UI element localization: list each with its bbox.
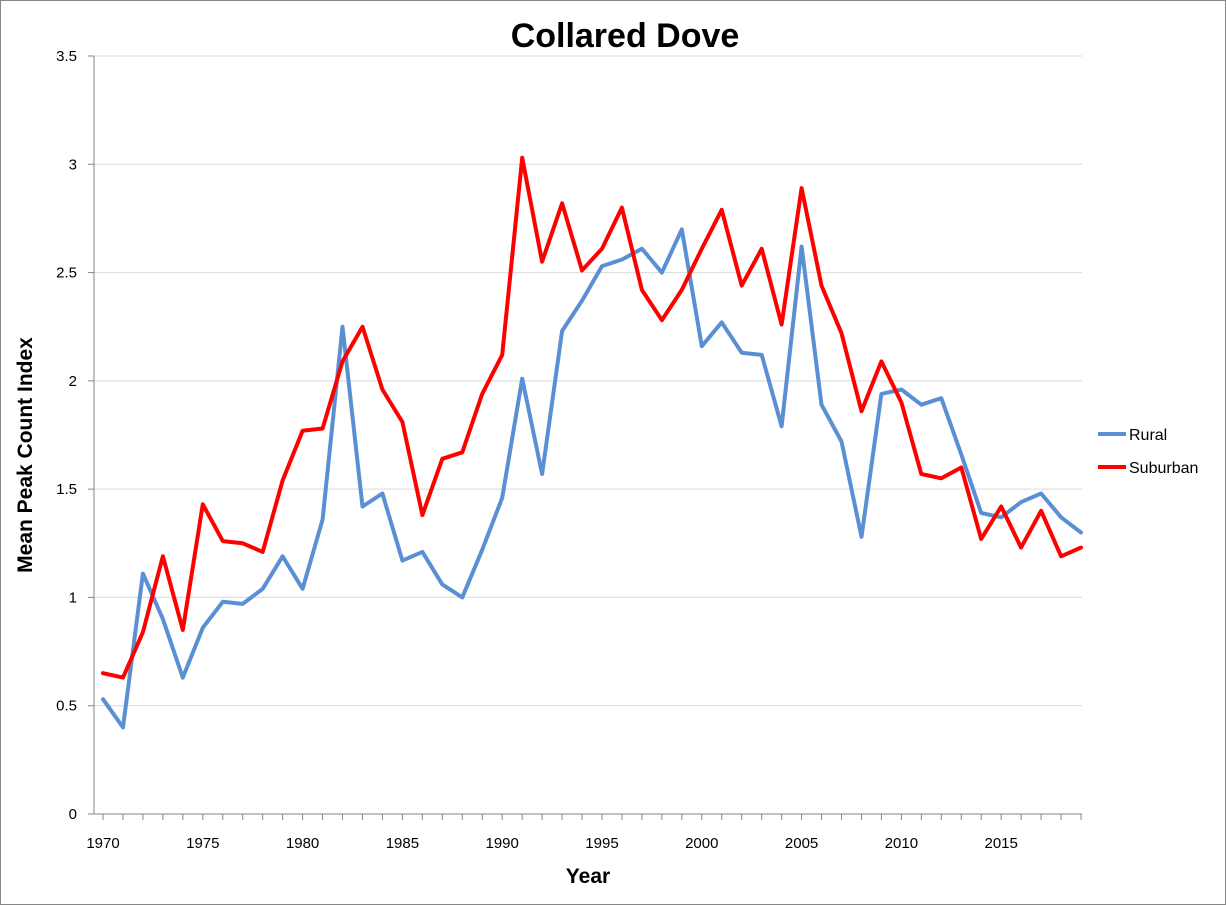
x-tick-label: 2010 — [885, 835, 918, 852]
y-tick-label: 3 — [69, 156, 77, 173]
x-axis-title: Year — [566, 865, 610, 888]
legend-item-rural: Rural — [1098, 427, 1167, 444]
series-line-suburban — [101, 155, 1083, 680]
x-tick-label: 1980 — [286, 835, 319, 852]
y-axis-title: Mean Peak Count Index — [14, 337, 37, 573]
series-line-rural — [101, 227, 1083, 730]
axes — [88, 55, 1082, 820]
x-tick-label: 1995 — [585, 835, 618, 852]
x-tick-label: 1985 — [386, 835, 419, 852]
y-tick-label: 1 — [69, 589, 77, 606]
legend-label-rural: Rural — [1129, 427, 1167, 444]
x-tick-label: 1975 — [186, 835, 219, 852]
y-tick-label: 0 — [69, 806, 77, 823]
series-lines — [101, 155, 1083, 730]
x-tick-label: 2015 — [984, 835, 1017, 852]
legend: Rural Suburban — [1098, 427, 1198, 477]
y-tick-label: 2 — [69, 373, 77, 390]
y-tick-label: 2.5 — [56, 265, 77, 282]
y-tick-label: 0.5 — [56, 698, 77, 715]
x-tick-label: 2005 — [785, 835, 818, 852]
legend-item-suburban: Suburban — [1098, 460, 1198, 477]
gridlines — [94, 55, 1082, 707]
x-tick-label: 2000 — [685, 835, 718, 852]
x-tick-label: 1970 — [86, 835, 119, 852]
tick-labels: 0 0.5 1 1.5 2 2.5 3 3.5 1970 1975 1980 1985 1990 1995… — [56, 48, 1018, 852]
chart-title: Collared Dove — [511, 17, 740, 55]
x-tick-label: 1990 — [486, 835, 519, 852]
y-tick-label: 1.5 — [56, 481, 77, 498]
y-tick-label: 3.5 — [56, 48, 77, 65]
legend-label-suburban: Suburban — [1129, 460, 1198, 477]
